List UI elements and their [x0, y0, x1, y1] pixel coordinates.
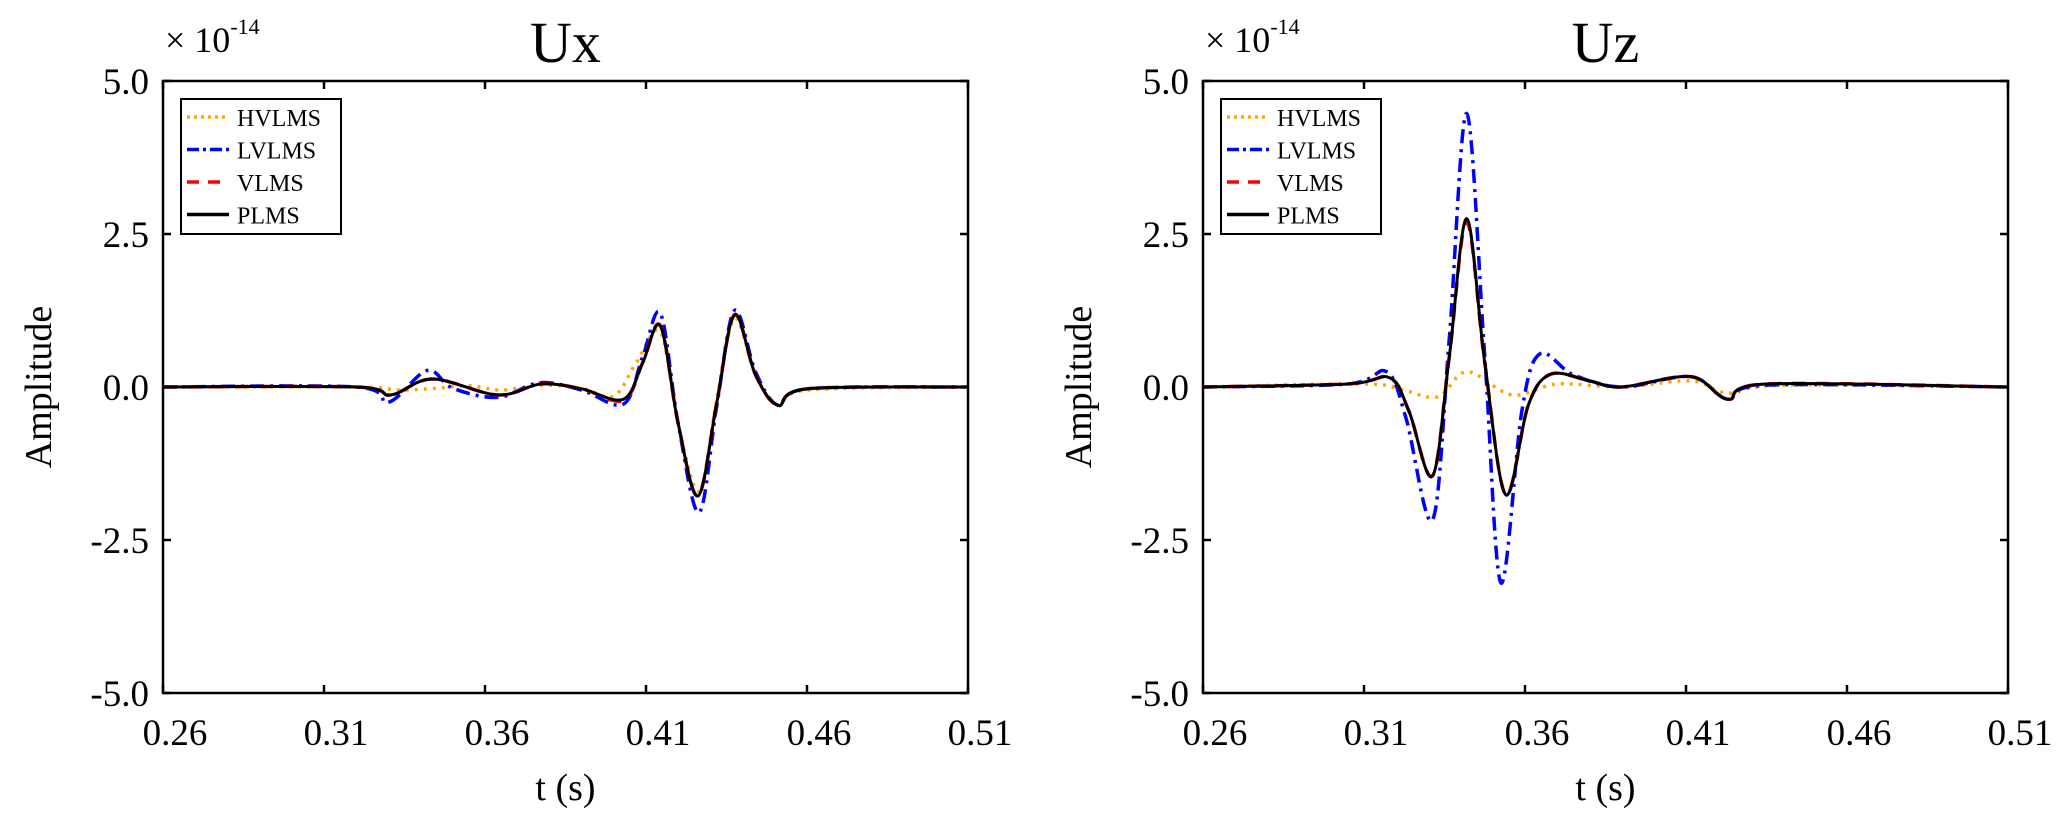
y-tick-label: -5.0	[1130, 674, 1189, 715]
x-tick-label: 0.31	[1344, 713, 1409, 754]
x-tick-label: 0.31	[304, 713, 369, 754]
y-tick-label: 5.0	[103, 62, 149, 103]
x-tick-label: 0.46	[787, 713, 852, 754]
y-axis-label: Amplitude	[18, 306, 60, 469]
legend-box	[180, 98, 342, 235]
x-tick-label: 0.41	[626, 713, 691, 754]
legend-label-plms: PLMS	[237, 204, 300, 230]
legend-label-lvlms: LVLMS	[1277, 139, 1356, 165]
y-multiplier-base: × 10	[165, 20, 230, 60]
series-line-vlms	[1203, 220, 2008, 497]
series-line-plms	[163, 313, 968, 498]
y-tick-label: 2.5	[1143, 215, 1189, 256]
x-tick-label: 0.51	[1988, 713, 2053, 754]
series-line-lvlms	[163, 308, 968, 515]
legend-label-plms: PLMS	[1277, 204, 1340, 230]
y-tick-label: 0.0	[103, 368, 149, 409]
y-multiplier: × 10-14	[165, 14, 260, 60]
legend: HVLMS LVLMS VLMS PLMS	[180, 98, 342, 235]
series-line-hvlms	[1203, 369, 2008, 400]
x-tick-label: 0.41	[1666, 713, 1731, 754]
legend-box	[1220, 98, 1382, 235]
x-tick-label: 0.51	[948, 713, 1013, 754]
y-tick-label: 5.0	[1143, 62, 1189, 103]
series-line-plms	[1203, 217, 2008, 497]
y-tick-label: -2.5	[90, 521, 149, 562]
legend-label-hvlms: HVLMS	[237, 106, 321, 132]
series-line-hvlms	[163, 316, 968, 493]
y-multiplier-exponent: -14	[230, 14, 259, 39]
y-multiplier-base: × 10	[1205, 20, 1270, 60]
legend-label-hvlms: HVLMS	[1277, 106, 1361, 132]
x-tick-label: 0.36	[1505, 713, 1570, 754]
x-axis-label: t (s)	[535, 767, 595, 809]
chart-title: Ux	[530, 10, 601, 75]
y-tick-label: -5.0	[90, 674, 149, 715]
chart-uz: 0.26 0.31 0.36 0.41 0.46 0.51 -5.0 -2.5 0.0 2.5 5.…	[1058, 10, 2052, 809]
x-tick-label: 0.46	[1827, 713, 1892, 754]
y-tick-label: 2.5	[103, 215, 149, 256]
series-line-vlms	[163, 313, 968, 498]
legend-label-vlms: VLMS	[1277, 171, 1344, 197]
x-tick-label: 0.26	[1183, 713, 1248, 754]
x-axis-label: t (s)	[1575, 767, 1635, 809]
chart-ux: 0.26 0.31 0.36 0.41 0.46 0.51 -5.0 -2.5 0.0 2.5 5.…	[18, 10, 1012, 809]
series-line-lvlms	[1203, 111, 2008, 585]
x-tick-label: 0.26	[143, 713, 208, 754]
y-axis-label: Amplitude	[1058, 306, 1100, 469]
legend-label-lvlms: LVLMS	[237, 139, 316, 165]
legend-label-vlms: VLMS	[237, 171, 304, 197]
y-multiplier-exponent: -14	[1270, 14, 1299, 39]
y-multiplier: × 10-14	[1205, 14, 1300, 60]
legend: HVLMS LVLMS VLMS PLMS	[1220, 98, 1382, 235]
y-tick-label: 0.0	[1143, 368, 1189, 409]
chart-title: Uz	[1572, 10, 1640, 75]
x-tick-label: 0.36	[465, 713, 530, 754]
y-tick-label: -2.5	[1130, 521, 1189, 562]
